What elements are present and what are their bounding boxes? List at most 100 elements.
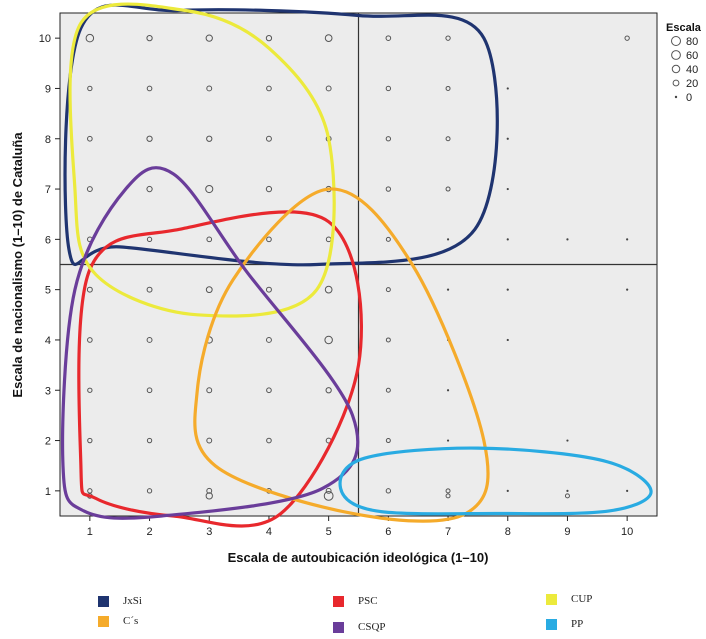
y-tick-label: 2 xyxy=(45,436,51,448)
data-point xyxy=(86,286,93,293)
data-point xyxy=(564,493,570,499)
data-point xyxy=(205,34,213,42)
size-legend-marker xyxy=(672,79,680,87)
data-point xyxy=(206,135,213,142)
size-legend-marker xyxy=(674,95,678,99)
size-legend-title: Escala xyxy=(666,22,702,34)
data-point xyxy=(265,135,272,142)
x-axis-label: Escala de autoubicación ideológica (1–10… xyxy=(228,550,489,565)
data-point xyxy=(385,236,391,242)
data-point xyxy=(385,136,392,142)
x-tick-label: 6 xyxy=(385,526,391,538)
data-point xyxy=(325,487,332,494)
data-point xyxy=(146,236,153,243)
data-point xyxy=(146,286,153,293)
data-point xyxy=(206,487,213,494)
data-point xyxy=(206,387,213,394)
data-point xyxy=(324,335,333,345)
data-point xyxy=(445,136,451,142)
data-point xyxy=(266,236,272,243)
data-point xyxy=(146,437,153,444)
data-point xyxy=(266,437,272,444)
size-legend-label: 40 xyxy=(686,64,698,76)
y-tick-label: 4 xyxy=(45,335,51,347)
x-tick-label: 2 xyxy=(146,526,152,538)
y-tick-label: 6 xyxy=(45,234,51,246)
data-point xyxy=(146,135,153,142)
data-point xyxy=(385,85,392,92)
data-point xyxy=(146,185,153,193)
y-tick-label: 9 xyxy=(45,83,51,95)
data-point xyxy=(446,439,450,442)
y-tick-label: 1 xyxy=(45,486,51,498)
x-tick-label: 4 xyxy=(266,526,272,538)
data-point xyxy=(506,238,509,241)
data-point xyxy=(385,186,392,192)
data-point xyxy=(624,35,630,41)
size-legend: Escala 80 60 40 20 0 xyxy=(666,22,702,104)
data-point xyxy=(506,338,509,342)
data-points xyxy=(85,33,630,501)
ellipse-psc xyxy=(77,210,363,528)
data-point xyxy=(325,85,332,92)
data-point xyxy=(506,137,509,140)
size-legend-marker xyxy=(671,50,681,60)
party-ellipses xyxy=(61,2,653,528)
x-axis: 1 2 3 4 5 6 7 8 9 10 xyxy=(87,516,633,538)
data-point xyxy=(446,288,450,291)
size-legend-marker xyxy=(671,64,681,74)
data-point xyxy=(385,35,392,41)
data-point xyxy=(446,238,450,241)
x-tick-label: 5 xyxy=(326,526,332,538)
y-axis-label: Escala de nacionalismo (1–10) de Cataluñ… xyxy=(10,132,25,398)
data-point xyxy=(626,288,629,291)
data-point xyxy=(445,493,451,499)
data-point xyxy=(323,490,334,501)
data-point xyxy=(265,286,272,293)
data-point xyxy=(445,85,451,91)
data-point xyxy=(566,489,569,492)
data-point xyxy=(206,85,213,92)
data-point xyxy=(385,488,392,494)
data-point xyxy=(265,336,272,343)
data-point xyxy=(266,85,272,92)
data-point xyxy=(266,387,272,394)
data-point xyxy=(385,287,391,293)
data-point xyxy=(206,236,213,243)
x-tick-label: 9 xyxy=(564,526,570,538)
ellipse-csqp xyxy=(61,166,360,520)
data-point xyxy=(86,186,93,193)
data-point xyxy=(385,337,391,343)
data-point xyxy=(445,488,451,494)
data-point xyxy=(205,184,214,194)
data-point xyxy=(87,387,93,393)
data-point xyxy=(146,35,153,42)
size-legend-label: 20 xyxy=(686,78,698,90)
size-legend-label: 0 xyxy=(686,92,692,104)
y-axis: 1 2 3 4 5 6 7 8 9 10 xyxy=(39,33,60,498)
data-point xyxy=(265,185,273,193)
data-point xyxy=(325,387,332,394)
data-point xyxy=(146,85,153,92)
ellipse-pp xyxy=(338,446,653,516)
data-point xyxy=(324,34,333,43)
data-point xyxy=(506,288,509,291)
ellipse-cs xyxy=(193,187,490,523)
x-tick-label: 3 xyxy=(206,526,212,538)
data-point xyxy=(506,187,509,191)
data-point xyxy=(385,438,391,444)
data-point xyxy=(566,238,569,241)
data-point xyxy=(626,238,629,241)
data-point xyxy=(87,135,93,142)
data-point xyxy=(265,35,273,42)
size-legend-label: 60 xyxy=(686,50,698,62)
data-point xyxy=(445,35,451,41)
data-point xyxy=(87,437,93,444)
x-tick-label: 10 xyxy=(621,526,633,538)
data-point xyxy=(146,336,153,343)
data-point xyxy=(205,492,213,500)
x-tick-label: 1 xyxy=(87,526,93,538)
data-point xyxy=(506,489,509,492)
data-point xyxy=(206,437,213,444)
